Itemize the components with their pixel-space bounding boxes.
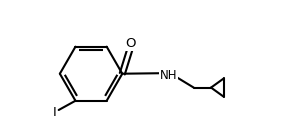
Text: O: O (125, 37, 136, 50)
Text: NH: NH (159, 69, 177, 82)
Text: I: I (53, 106, 57, 119)
